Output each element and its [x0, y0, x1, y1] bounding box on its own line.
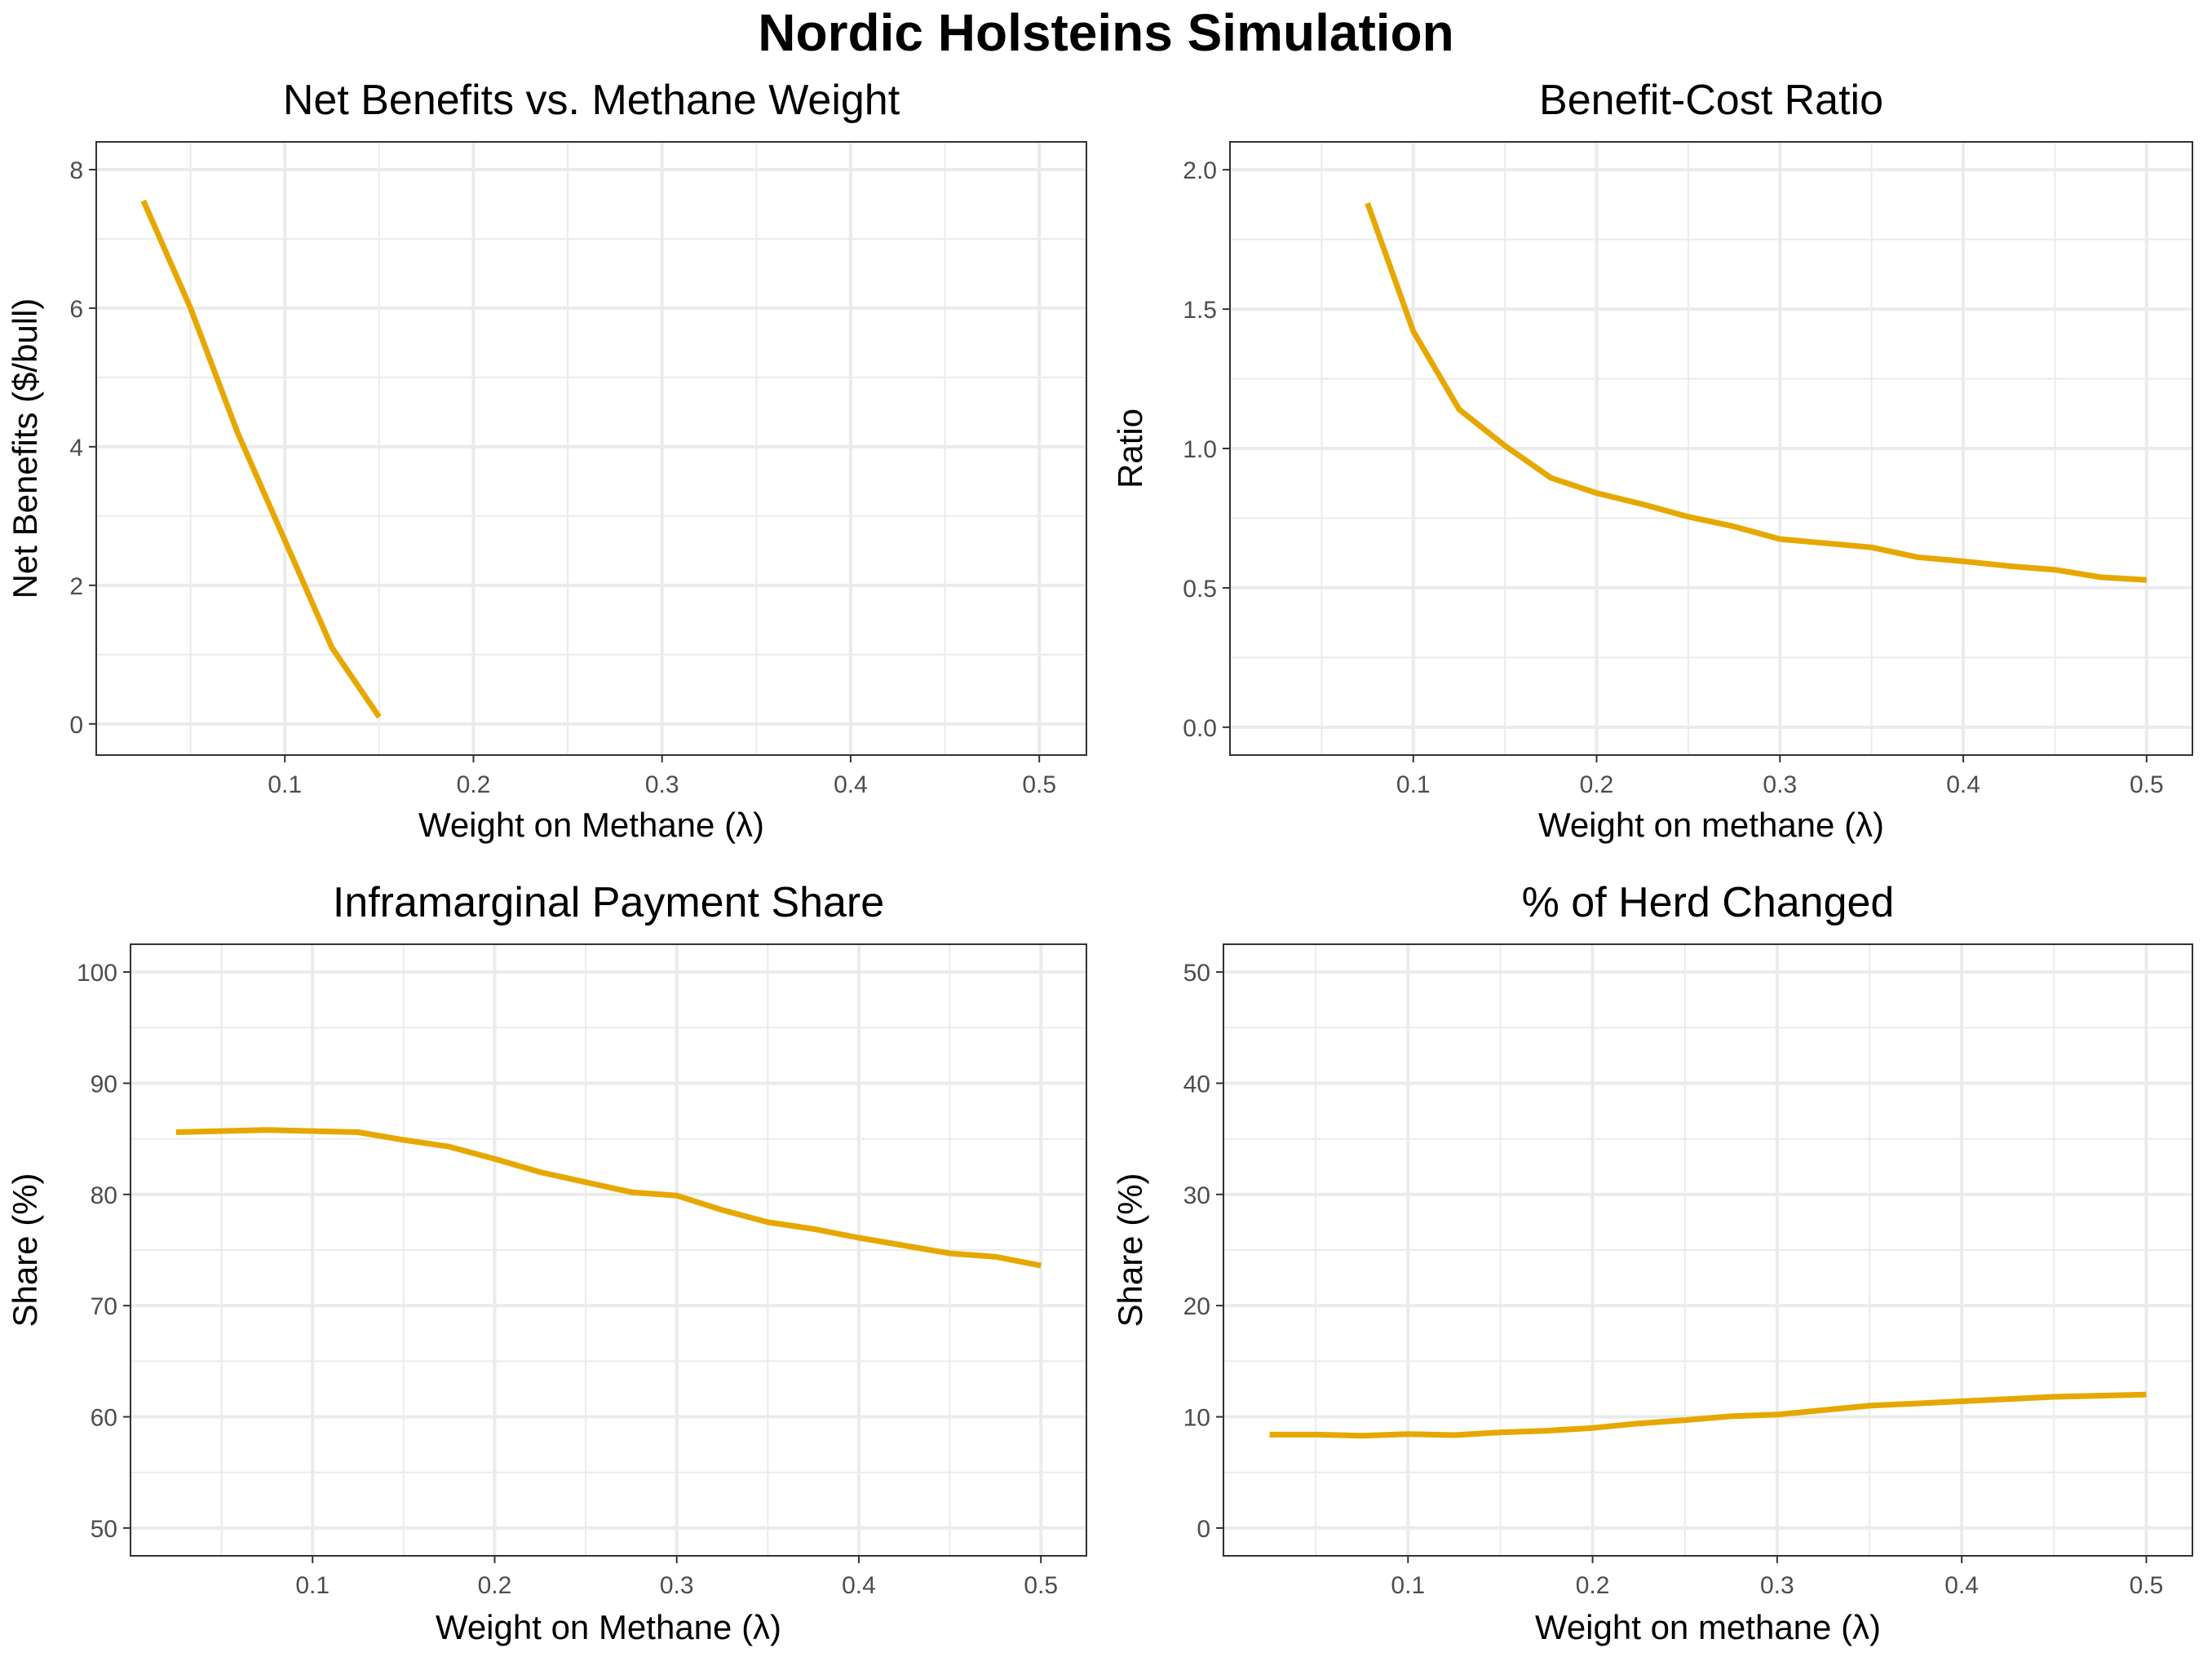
x-tick-label: 0.4 [1944, 1572, 1979, 1599]
x-axis-label: Weight on methane (λ) [1538, 806, 1884, 844]
x-tick-label: 0.4 [1946, 771, 1980, 798]
x-tick-label: 0.3 [1760, 1572, 1794, 1599]
y-tick-label: 0.0 [1183, 715, 1217, 742]
y-tick-label: 2 [69, 573, 83, 600]
chart-panel-1: 0.1 0.2 0.3 0.4 0.5 0 2 4 6 8 Net Benefits vs. Met… [6, 77, 1087, 844]
y-tick-label: 0 [1197, 1516, 1210, 1543]
panel-title: % of Herd Changed [1522, 879, 1895, 926]
x-axis-label: Weight on Methane (λ) [436, 1608, 781, 1646]
x-tick-label: 0.2 [1580, 771, 1614, 798]
x-tick-label: 0.5 [1022, 771, 1056, 798]
x-tick-label: 0.1 [295, 1572, 330, 1599]
x-axis-label: Weight on methane (λ) [1535, 1608, 1881, 1646]
y-tick-label: 100 [77, 960, 117, 987]
y-tick-label: 20 [1183, 1293, 1210, 1320]
x-tick-label: 0.3 [660, 1572, 694, 1599]
x-axis-label: Weight on Methane (λ) [418, 806, 764, 844]
x-tick-label: 0.4 [842, 1572, 876, 1599]
y-tick-label: 1.5 [1183, 297, 1217, 324]
y-axis-label: Share (%) [1111, 1173, 1149, 1327]
x-tick-label: 0.3 [1763, 771, 1797, 798]
series-line-1 [1269, 1391, 2147, 1439]
y-tick-label: 6 [69, 296, 83, 323]
x-tick-label: 0.2 [457, 771, 491, 798]
x-tick-label: 0.2 [1576, 1572, 1610, 1599]
panel-border [1223, 943, 2193, 1557]
y-tick-label: 50 [91, 1516, 117, 1543]
y-tick-label: 8 [69, 157, 83, 184]
x-tick-label: 0.1 [1396, 771, 1431, 798]
y-tick-label: 30 [1183, 1182, 1210, 1209]
y-tick-label: 80 [91, 1182, 117, 1209]
chart-panel-3: 0.1 0.2 0.3 0.4 0.5 50 60 70 80 90 100 Inframargina… [6, 879, 1087, 1646]
x-tick-label: 0.3 [645, 771, 679, 798]
series-line-1 [140, 199, 382, 719]
y-tick-label: 60 [91, 1405, 117, 1432]
x-tick-label: 0.1 [1391, 1572, 1425, 1599]
series-line-1 [1365, 202, 2148, 583]
x-tick-label: 0.1 [268, 771, 302, 798]
y-tick-label: 70 [91, 1293, 117, 1320]
y-tick-label: 50 [1183, 960, 1210, 987]
x-tick-label: 0.4 [834, 771, 868, 798]
y-axis-label: Share (%) [6, 1173, 44, 1327]
panel-title: Inframarginal Payment Share [333, 879, 884, 926]
figure-title: Nordic Holsteins Simulation [758, 3, 1454, 62]
panel-border [95, 141, 1087, 756]
y-tick-label: 0.5 [1183, 576, 1217, 603]
panel-background [96, 142, 1086, 755]
x-tick-label: 0.5 [2130, 771, 2164, 798]
x-tick-label: 0.5 [2130, 1572, 2164, 1599]
y-tick-label: 1.0 [1183, 436, 1217, 463]
y-tick-label: 4 [69, 435, 83, 462]
panel-border [130, 943, 1087, 1557]
y-tick-label: 40 [1183, 1071, 1210, 1098]
panel-title: Benefit-Cost Ratio [1539, 77, 1883, 124]
series-line-1 [175, 1127, 1042, 1269]
y-tick-label: 2.0 [1183, 157, 1217, 184]
y-tick-label: 90 [91, 1071, 117, 1098]
y-axis-label: Net Benefits ($/bull) [6, 298, 44, 599]
x-tick-label: 0.5 [1024, 1572, 1058, 1599]
chart-panel-2: 0.1 0.2 0.3 0.4 0.5 0.0 0.5 1.0 1.5 2.0 Benefit-Co… [1111, 77, 2193, 844]
x-tick-label: 0.2 [478, 1572, 512, 1599]
y-tick-label: 0 [69, 712, 83, 739]
panel-title: Net Benefits vs. Methane Weight [283, 77, 900, 124]
y-tick-label: 10 [1183, 1405, 1210, 1432]
y-axis-label: Ratio [1111, 409, 1149, 488]
chart-panel-4: 0.1 0.2 0.3 0.4 0.5 0 10 20 30 40 50 % of Herd Chan… [1111, 879, 2193, 1646]
